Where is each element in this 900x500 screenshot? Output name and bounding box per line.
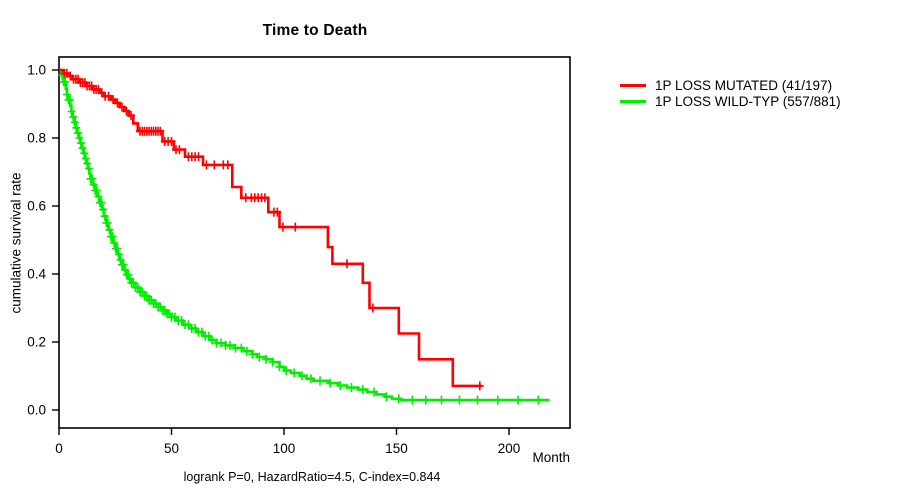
wildtype-line-swatch [620, 99, 646, 103]
y-axis-title: cumulative survival rate [8, 172, 24, 314]
censor-marks-mutated [60, 68, 484, 391]
legend-item-wildtype: 1P LOSS WILD-TYP (557/881) [620, 93, 841, 109]
x-tick-label: 150 [385, 441, 408, 456]
statistics-footnote: logrank P=0, HazardRatio=4.5, C-index=0.… [183, 470, 441, 484]
y-tick-label: 0.4 [27, 267, 46, 282]
x-axis-title: Month [532, 450, 570, 465]
chart-title: Time to Death [262, 22, 368, 39]
x-tick-label: 200 [498, 441, 521, 456]
legend-label-wildtype: 1P LOSS WILD-TYP (557/881) [655, 93, 841, 109]
y-tick-label: 0.0 [27, 403, 46, 418]
mutated-line-swatch [620, 83, 646, 87]
plot-frame [58, 56, 571, 429]
legend: 1P LOSS MUTATED (41/197) 1P LOSS WILD-TY… [620, 77, 841, 109]
legend-label-mutated: 1P LOSS MUTATED (41/197) [655, 77, 833, 93]
y-tick-label: 0.2 [27, 335, 46, 350]
y-tick-label: 0.8 [27, 131, 46, 146]
y-tick-label: 1.0 [27, 63, 46, 78]
censor-marks-wildtype [58, 70, 543, 405]
survival-curve-mutated [59, 68, 482, 388]
x-tick-label: 100 [273, 441, 296, 456]
survival-curve-wildtype [59, 68, 550, 402]
x-tick-label: 0 [55, 441, 63, 456]
legend-item-mutated: 1P LOSS MUTATED (41/197) [620, 77, 841, 93]
x-tick-label: 50 [164, 441, 179, 456]
y-tick-label: 0.6 [27, 199, 46, 214]
